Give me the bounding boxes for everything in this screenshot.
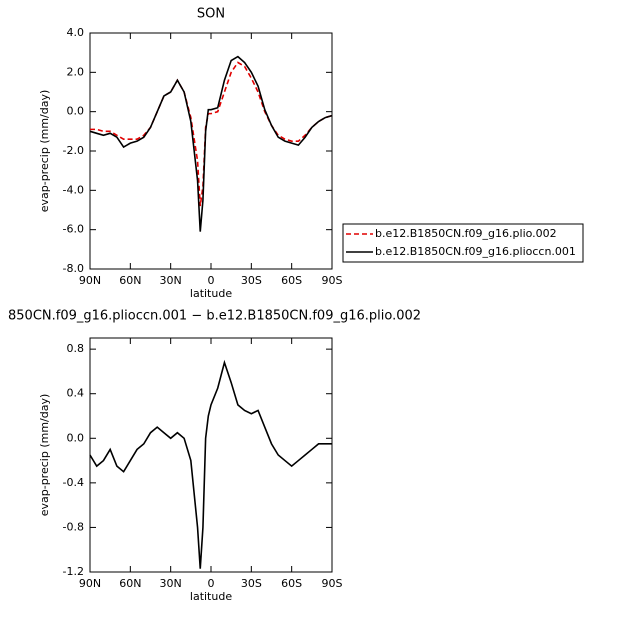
- y-tick-label: -6.0: [63, 223, 84, 236]
- chart-title: SON: [197, 7, 225, 22]
- y-axis-label: evap-precip (mm/day): [38, 90, 51, 213]
- y-tick-label: -1.2: [63, 565, 84, 578]
- x-tick-label: 30N: [160, 577, 182, 590]
- x-tick-label: 0: [208, 577, 215, 590]
- y-tick-label: -0.8: [63, 520, 84, 533]
- x-tick-label: 60N: [119, 577, 141, 590]
- y-tick-label: 0.8: [67, 342, 85, 355]
- y-axis-label: evap-precip (mm/day): [38, 394, 51, 517]
- plot-frame: [89, 337, 333, 573]
- y-tick-label: -4.0: [63, 183, 84, 196]
- x-tick-label: 90S: [322, 577, 343, 590]
- y-tick-label: 0.0: [67, 105, 85, 118]
- x-tick-label: 0: [208, 274, 215, 287]
- plot-frame: [89, 32, 333, 270]
- x-tick-label: 90S: [322, 274, 343, 287]
- y-tick-label: -8.0: [63, 262, 84, 275]
- legend-label: b.e12.B1850CN.f09_g16.plioccn.001: [375, 245, 576, 258]
- y-tick-label: 0.0: [67, 431, 85, 444]
- data-line: [90, 61, 333, 207]
- data-line: [89, 55, 333, 232]
- x-tick-label: 60S: [281, 274, 302, 287]
- data-line: [89, 359, 332, 569]
- x-axis-label: latitude: [190, 590, 232, 603]
- x-tick-label: 30S: [241, 577, 262, 590]
- x-tick-label: 30S: [241, 274, 262, 287]
- y-tick-label: 2.0: [67, 65, 85, 78]
- y-tick-label: -0.4: [63, 476, 84, 489]
- chart-title: 850CN.f09_g16.plioccn.001 − b.e12.B1850C…: [8, 309, 421, 324]
- x-tick-label: 60N: [119, 274, 141, 287]
- legend-box: [342, 223, 584, 263]
- x-axis-label: latitude: [190, 287, 232, 300]
- y-tick-label: 0.4: [67, 387, 85, 400]
- x-tick-label: 60S: [281, 577, 302, 590]
- y-tick-label: -2.0: [63, 144, 84, 157]
- x-tick-label: 90N: [79, 577, 101, 590]
- x-tick-label: 90N: [79, 274, 101, 287]
- legend-label: b.e12.B1850CN.f09_g16.plio.002: [375, 227, 557, 240]
- y-tick-label: 4.0: [67, 26, 85, 39]
- x-tick-label: 30N: [160, 274, 182, 287]
